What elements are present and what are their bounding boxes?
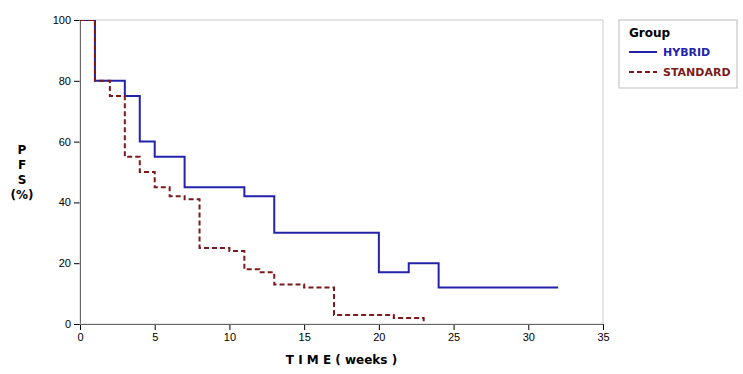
y-axis-title: PFS(%) xyxy=(11,143,34,202)
y-tick-mark xyxy=(74,142,80,143)
x-tick-label: 0 xyxy=(77,331,83,343)
x-tick: 0 xyxy=(77,324,83,343)
x-tick-label: 20 xyxy=(373,331,385,343)
x-tick: 15 xyxy=(299,324,311,343)
y-tick-label: 80 xyxy=(59,75,71,87)
series-line xyxy=(80,20,558,288)
plot-frame xyxy=(80,20,603,324)
chart: 0 5 10 15 20 25 30 35 0 20 40 60 80 100 T I M E ( week… xyxy=(0,0,743,374)
y-tick-label: 0 xyxy=(65,318,71,330)
y-tick-label: 20 xyxy=(59,257,71,269)
y-tick: 20 xyxy=(59,257,80,269)
x-tick-mark xyxy=(528,324,529,330)
x-tick-mark xyxy=(155,324,156,330)
y-tick-mark xyxy=(74,20,80,21)
legend-frame xyxy=(619,20,737,88)
x-tick-label: 30 xyxy=(523,331,535,343)
x-tick-mark xyxy=(304,324,305,330)
y-tick: 60 xyxy=(59,136,80,148)
legend-label: STANDARD xyxy=(663,66,731,79)
y-tick-mark xyxy=(74,81,80,82)
x-axis: 0 5 10 15 20 25 30 35 xyxy=(77,324,609,343)
x-tick: 5 xyxy=(152,324,158,343)
y-tick: 40 xyxy=(59,196,80,208)
y-tick-label: 100 xyxy=(53,14,71,26)
x-tick-mark xyxy=(603,324,604,330)
x-tick-mark xyxy=(454,324,455,330)
y-tick: 80 xyxy=(59,75,80,87)
y-tick: 100 xyxy=(53,14,80,26)
x-tick-mark xyxy=(379,324,380,330)
y-tick-mark xyxy=(74,263,80,264)
x-tick: 30 xyxy=(523,324,535,343)
legend-swatch xyxy=(629,51,657,53)
legend-label: HYBRID xyxy=(663,46,710,59)
legend-title: Group xyxy=(629,26,671,40)
x-tick-mark xyxy=(229,324,230,330)
x-tick-label: 10 xyxy=(224,331,236,343)
x-tick: 20 xyxy=(373,324,385,343)
series-line xyxy=(80,20,424,324)
y-axis: 0 20 40 60 80 100 xyxy=(53,14,81,330)
x-axis-title: T I M E ( weeks ) xyxy=(286,353,397,367)
x-tick-label: 5 xyxy=(152,331,158,343)
x-axis-line xyxy=(81,325,604,331)
y-tick-label: 60 xyxy=(59,136,71,148)
legend: Group HYBRID STANDARD xyxy=(619,20,737,88)
x-tick: 35 xyxy=(597,324,609,343)
y-tick-mark xyxy=(74,324,80,325)
y-tick-label: 40 xyxy=(59,196,71,208)
y-tick-mark xyxy=(74,202,80,203)
x-tick-label: 35 xyxy=(597,331,609,343)
x-tick: 10 xyxy=(224,324,236,343)
series-group xyxy=(80,20,558,324)
plot-area: 0 5 10 15 20 25 30 35 0 20 40 60 80 100 xyxy=(53,14,610,343)
x-tick: 25 xyxy=(448,324,460,343)
y-tick: 0 xyxy=(65,318,80,330)
x-tick-label: 15 xyxy=(299,331,311,343)
x-tick-label: 25 xyxy=(448,331,460,343)
legend-swatch xyxy=(629,71,657,73)
